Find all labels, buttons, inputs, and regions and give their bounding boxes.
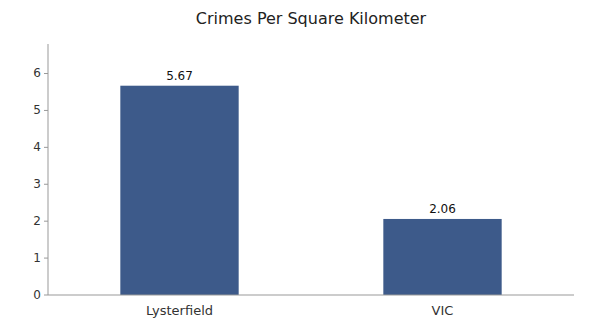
data-labels: 5.67 2.06 [166,69,456,216]
y-tick-label: 1 [33,251,41,265]
y-tick-label: 4 [33,140,41,154]
x-tick-label: Lysterfield [146,303,213,318]
chart-title: Crimes Per Square Kilometer [196,9,427,28]
chart-svg: Crimes Per Square Kilometer 0 1 2 3 4 5 6 Lyster… [0,0,592,333]
data-label: 2.06 [429,202,456,216]
y-tick [44,73,48,74]
bars [120,86,501,295]
y-tick-label: 0 [33,288,41,302]
y-tick [44,295,48,296]
x-axis-line [48,295,574,296]
y-tick [44,147,48,148]
bar [120,86,238,295]
chart-container: Crimes Per Square Kilometer 0 1 2 3 4 5 6 Lyster… [0,0,592,333]
y-tick-label: 2 [33,214,41,228]
y-tick-label: 5 [33,103,41,117]
bar [383,219,501,295]
y-tick [44,110,48,111]
y-tick-label: 6 [33,66,41,80]
y-tick-label: 3 [33,177,41,191]
data-label: 5.67 [166,69,193,83]
y-tick [44,184,48,185]
x-axis: Lysterfield VIC [146,303,453,318]
y-axis-line [48,44,49,295]
y-tick [44,221,48,222]
y-tick [44,258,48,259]
y-axis: 0 1 2 3 4 5 6 [33,44,48,302]
x-tick-label: VIC [432,303,454,318]
